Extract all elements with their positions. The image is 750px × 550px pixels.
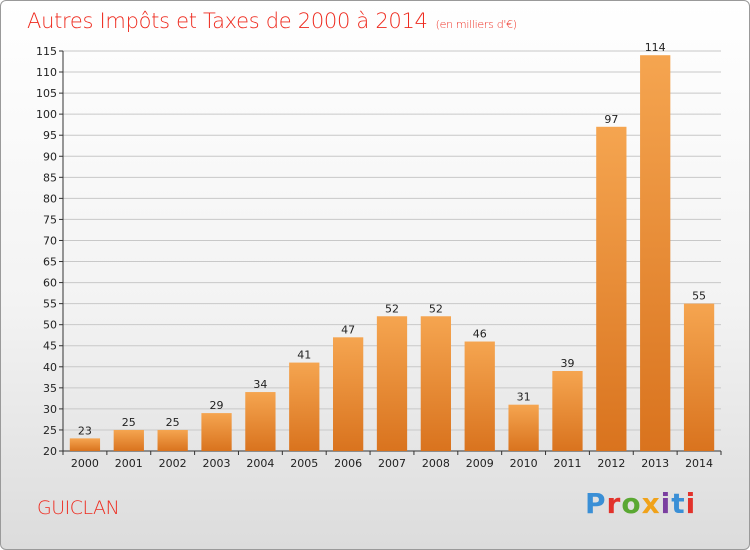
bar-2012	[596, 126, 627, 451]
bar-2008	[420, 316, 452, 451]
bar-2010	[508, 404, 539, 451]
x-tick-label-2014: 2014	[685, 457, 713, 470]
y-tick-label-90: 90	[43, 150, 57, 163]
y-tick-label-65: 65	[43, 256, 57, 269]
data-label-2007: 52	[385, 302, 399, 315]
x-tick-label-2012: 2012	[597, 457, 625, 470]
chart-title-text: Autres Impôts et Taxes de 2000 à 2014	[27, 9, 428, 33]
x-tick-label-2011: 2011	[553, 457, 581, 470]
bar-2003	[201, 413, 232, 451]
y-tick-label-20: 20	[43, 445, 57, 458]
chart-subtitle: (en milliers d'€)	[435, 18, 517, 31]
x-tick-label-2009: 2009	[466, 457, 494, 470]
brand-letter: t	[671, 487, 686, 520]
x-tick-label-2003: 2003	[203, 457, 231, 470]
brand-letter: x	[641, 487, 661, 520]
x-tick-label-2002: 2002	[159, 457, 187, 470]
bar-2006	[332, 337, 364, 451]
x-tick-label-2004: 2004	[246, 457, 274, 470]
bar-2001	[113, 429, 144, 451]
y-tick-label-75: 75	[43, 213, 57, 226]
bar-2005	[289, 362, 320, 451]
data-label-2014: 55	[692, 290, 706, 303]
data-label-2010: 31	[517, 391, 531, 404]
bar-2013	[640, 55, 671, 452]
x-tick-label-2001: 2001	[115, 457, 143, 470]
data-label-2008: 52	[429, 302, 443, 315]
bar-2007	[376, 316, 408, 451]
y-tick-label-115: 115	[36, 45, 57, 58]
data-label-2000: 23	[78, 424, 92, 437]
bar-2011	[552, 371, 583, 451]
brand-logo: Proxiti	[585, 487, 696, 520]
y-tick-label-100: 100	[36, 108, 57, 121]
y-tick-label-25: 25	[43, 424, 57, 437]
bar-2000	[69, 438, 101, 451]
y-tick-label-30: 30	[43, 403, 57, 416]
y-tick-label-85: 85	[43, 171, 57, 184]
y-tick-label-70: 70	[43, 234, 57, 247]
brand-letter: r	[606, 487, 622, 520]
bars	[69, 55, 715, 452]
x-tick-label-2000: 2000	[71, 457, 99, 470]
data-label-2003: 29	[210, 399, 224, 412]
x-tick-label-2013: 2013	[641, 457, 669, 470]
bar-2009	[464, 341, 495, 451]
brand-letter: i	[685, 487, 697, 520]
y-tick-label-105: 105	[36, 87, 57, 100]
brand-letter: o	[621, 487, 642, 520]
bar-2014	[683, 303, 715, 451]
commune-name: GUICLAN	[37, 497, 120, 519]
y-tick-label-60: 60	[43, 277, 57, 290]
data-label-2004: 34	[253, 378, 267, 391]
data-label-2013: 114	[645, 41, 666, 54]
x-tick-label-2005: 2005	[290, 457, 318, 470]
y-tick-label-45: 45	[43, 340, 57, 353]
y-tick-label-40: 40	[43, 361, 57, 374]
bar-2004	[245, 392, 276, 451]
chart-title: Autres Impôts et Taxes de 2000 à 2014 (en…	[27, 9, 517, 33]
y-tick-label-95: 95	[43, 129, 57, 142]
brand-letter: P	[585, 487, 607, 520]
data-label-2011: 39	[560, 357, 574, 370]
x-tick-label-2010: 2010	[510, 457, 538, 470]
x-tick-label-2008: 2008	[422, 457, 450, 470]
x-tick-label-2006: 2006	[334, 457, 362, 470]
y-tick-label-50: 50	[43, 319, 57, 332]
y-tick-label-110: 110	[36, 66, 57, 79]
bar-2002	[157, 429, 188, 451]
x-tick-label-2007: 2007	[378, 457, 406, 470]
y-tick-label-80: 80	[43, 192, 57, 205]
data-label-2012: 97	[604, 113, 618, 126]
data-label-2009: 46	[473, 328, 487, 341]
data-label-2001: 25	[122, 416, 136, 429]
data-labels: 23 25 25 29 34 41 47 52 52 46 31 39 97 114 55	[78, 41, 706, 437]
brand-letter: i	[660, 487, 672, 520]
data-label-2005: 41	[297, 349, 311, 362]
y-tick-label-55: 55	[43, 298, 57, 311]
y-tick-label-35: 35	[43, 382, 57, 395]
data-label-2006: 47	[341, 323, 355, 336]
data-label-2002: 25	[166, 416, 180, 429]
